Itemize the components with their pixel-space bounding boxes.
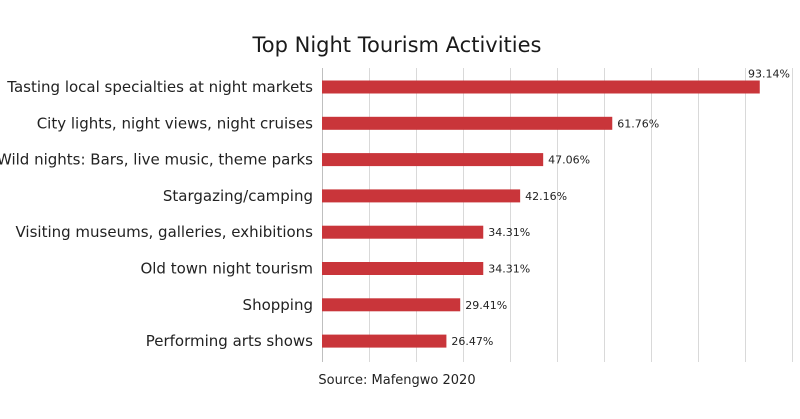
category-label: Performing arts shows bbox=[146, 332, 313, 350]
value-label: 61.76% bbox=[617, 117, 659, 130]
category-label: City lights, night views, night cruises bbox=[37, 114, 313, 132]
bar bbox=[322, 334, 447, 348]
value-label: 29.41% bbox=[465, 299, 507, 312]
bar bbox=[322, 80, 760, 94]
category-labels: Tasting local specialties at night marke… bbox=[0, 78, 313, 350]
category-label: Wild nights: Bars, live music, theme par… bbox=[0, 151, 313, 169]
chart-title: Top Night Tourism Activities bbox=[252, 33, 542, 57]
value-labels: 93.14% 61.76% 47.06% 42.16% 34.31% 34.31% 29.4… bbox=[451, 68, 790, 349]
value-label: 93.14% bbox=[748, 68, 790, 81]
category-label: Tasting local specialties at night marke… bbox=[6, 78, 313, 96]
gridlines bbox=[322, 68, 793, 362]
bar bbox=[322, 262, 484, 275]
bar bbox=[322, 116, 613, 130]
category-label: Stargazing/camping bbox=[163, 187, 313, 205]
value-label: 47.06% bbox=[548, 154, 590, 167]
bar bbox=[322, 225, 484, 239]
source-note: Source: Mafengwo 2020 bbox=[318, 373, 475, 388]
value-label: 34.31% bbox=[488, 263, 530, 276]
category-label: Old town night tourism bbox=[140, 260, 313, 278]
value-label: 42.16% bbox=[525, 190, 567, 203]
bar bbox=[322, 298, 461, 312]
bar bbox=[322, 153, 544, 167]
value-label: 26.47% bbox=[451, 335, 493, 348]
category-label: Shopping bbox=[243, 296, 313, 314]
bars bbox=[322, 80, 760, 348]
category-label: Visiting museums, galleries, exhibitions bbox=[15, 223, 313, 241]
value-label: 34.31% bbox=[488, 226, 530, 239]
bar bbox=[322, 189, 521, 203]
